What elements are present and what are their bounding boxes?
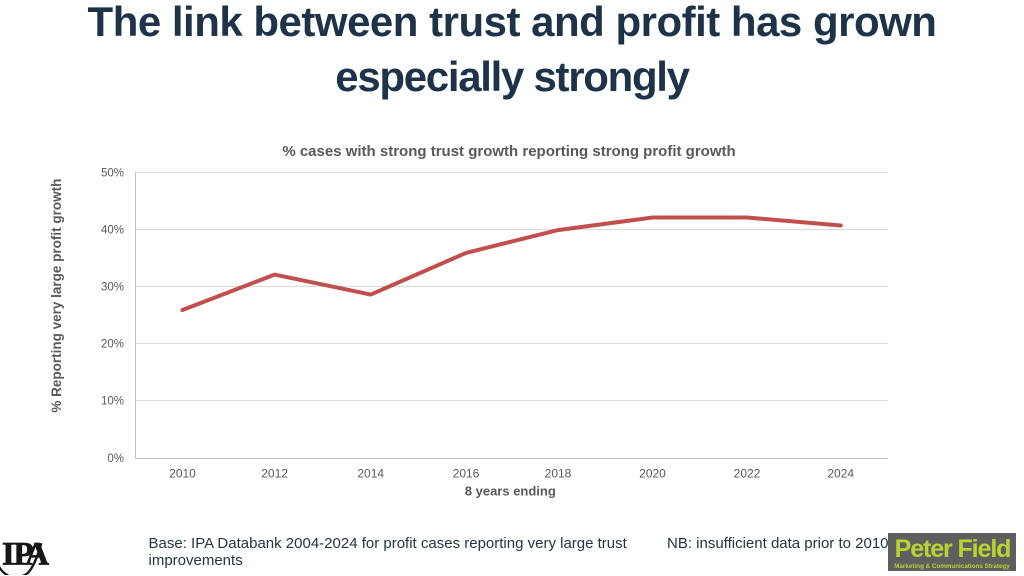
svg-text:8 years ending: 8 years ending	[465, 484, 556, 499]
svg-text:Marketing & Communications Str: Marketing & Communications Strategy	[894, 563, 1010, 570]
svg-text:2020: 2020	[639, 467, 666, 481]
svg-text:40%: 40%	[101, 225, 124, 237]
svg-text:10%: 10%	[101, 396, 124, 408]
svg-text:20%: 20%	[101, 339, 124, 351]
svg-text:Peter Field: Peter Field	[895, 535, 1011, 563]
svg-text:2024: 2024	[827, 467, 854, 481]
svg-text:50%: 50%	[101, 168, 124, 180]
svg-text:30%: 30%	[101, 282, 124, 294]
svg-text:IPA: IPA	[2, 537, 49, 573]
svg-text:% Reporting very large profit: % Reporting very large profit growth	[49, 179, 64, 413]
svg-text:% cases with strong trust grow: % cases with strong trust growth reporti…	[282, 143, 735, 160]
svg-text:2018: 2018	[545, 467, 572, 481]
svg-text:0%: 0%	[107, 453, 124, 465]
svg-text:2022: 2022	[734, 467, 761, 481]
svg-text:2014: 2014	[357, 467, 384, 481]
svg-text:2016: 2016	[453, 467, 480, 481]
svg-text:2012: 2012	[261, 467, 288, 481]
svg-text:2010: 2010	[169, 467, 196, 481]
